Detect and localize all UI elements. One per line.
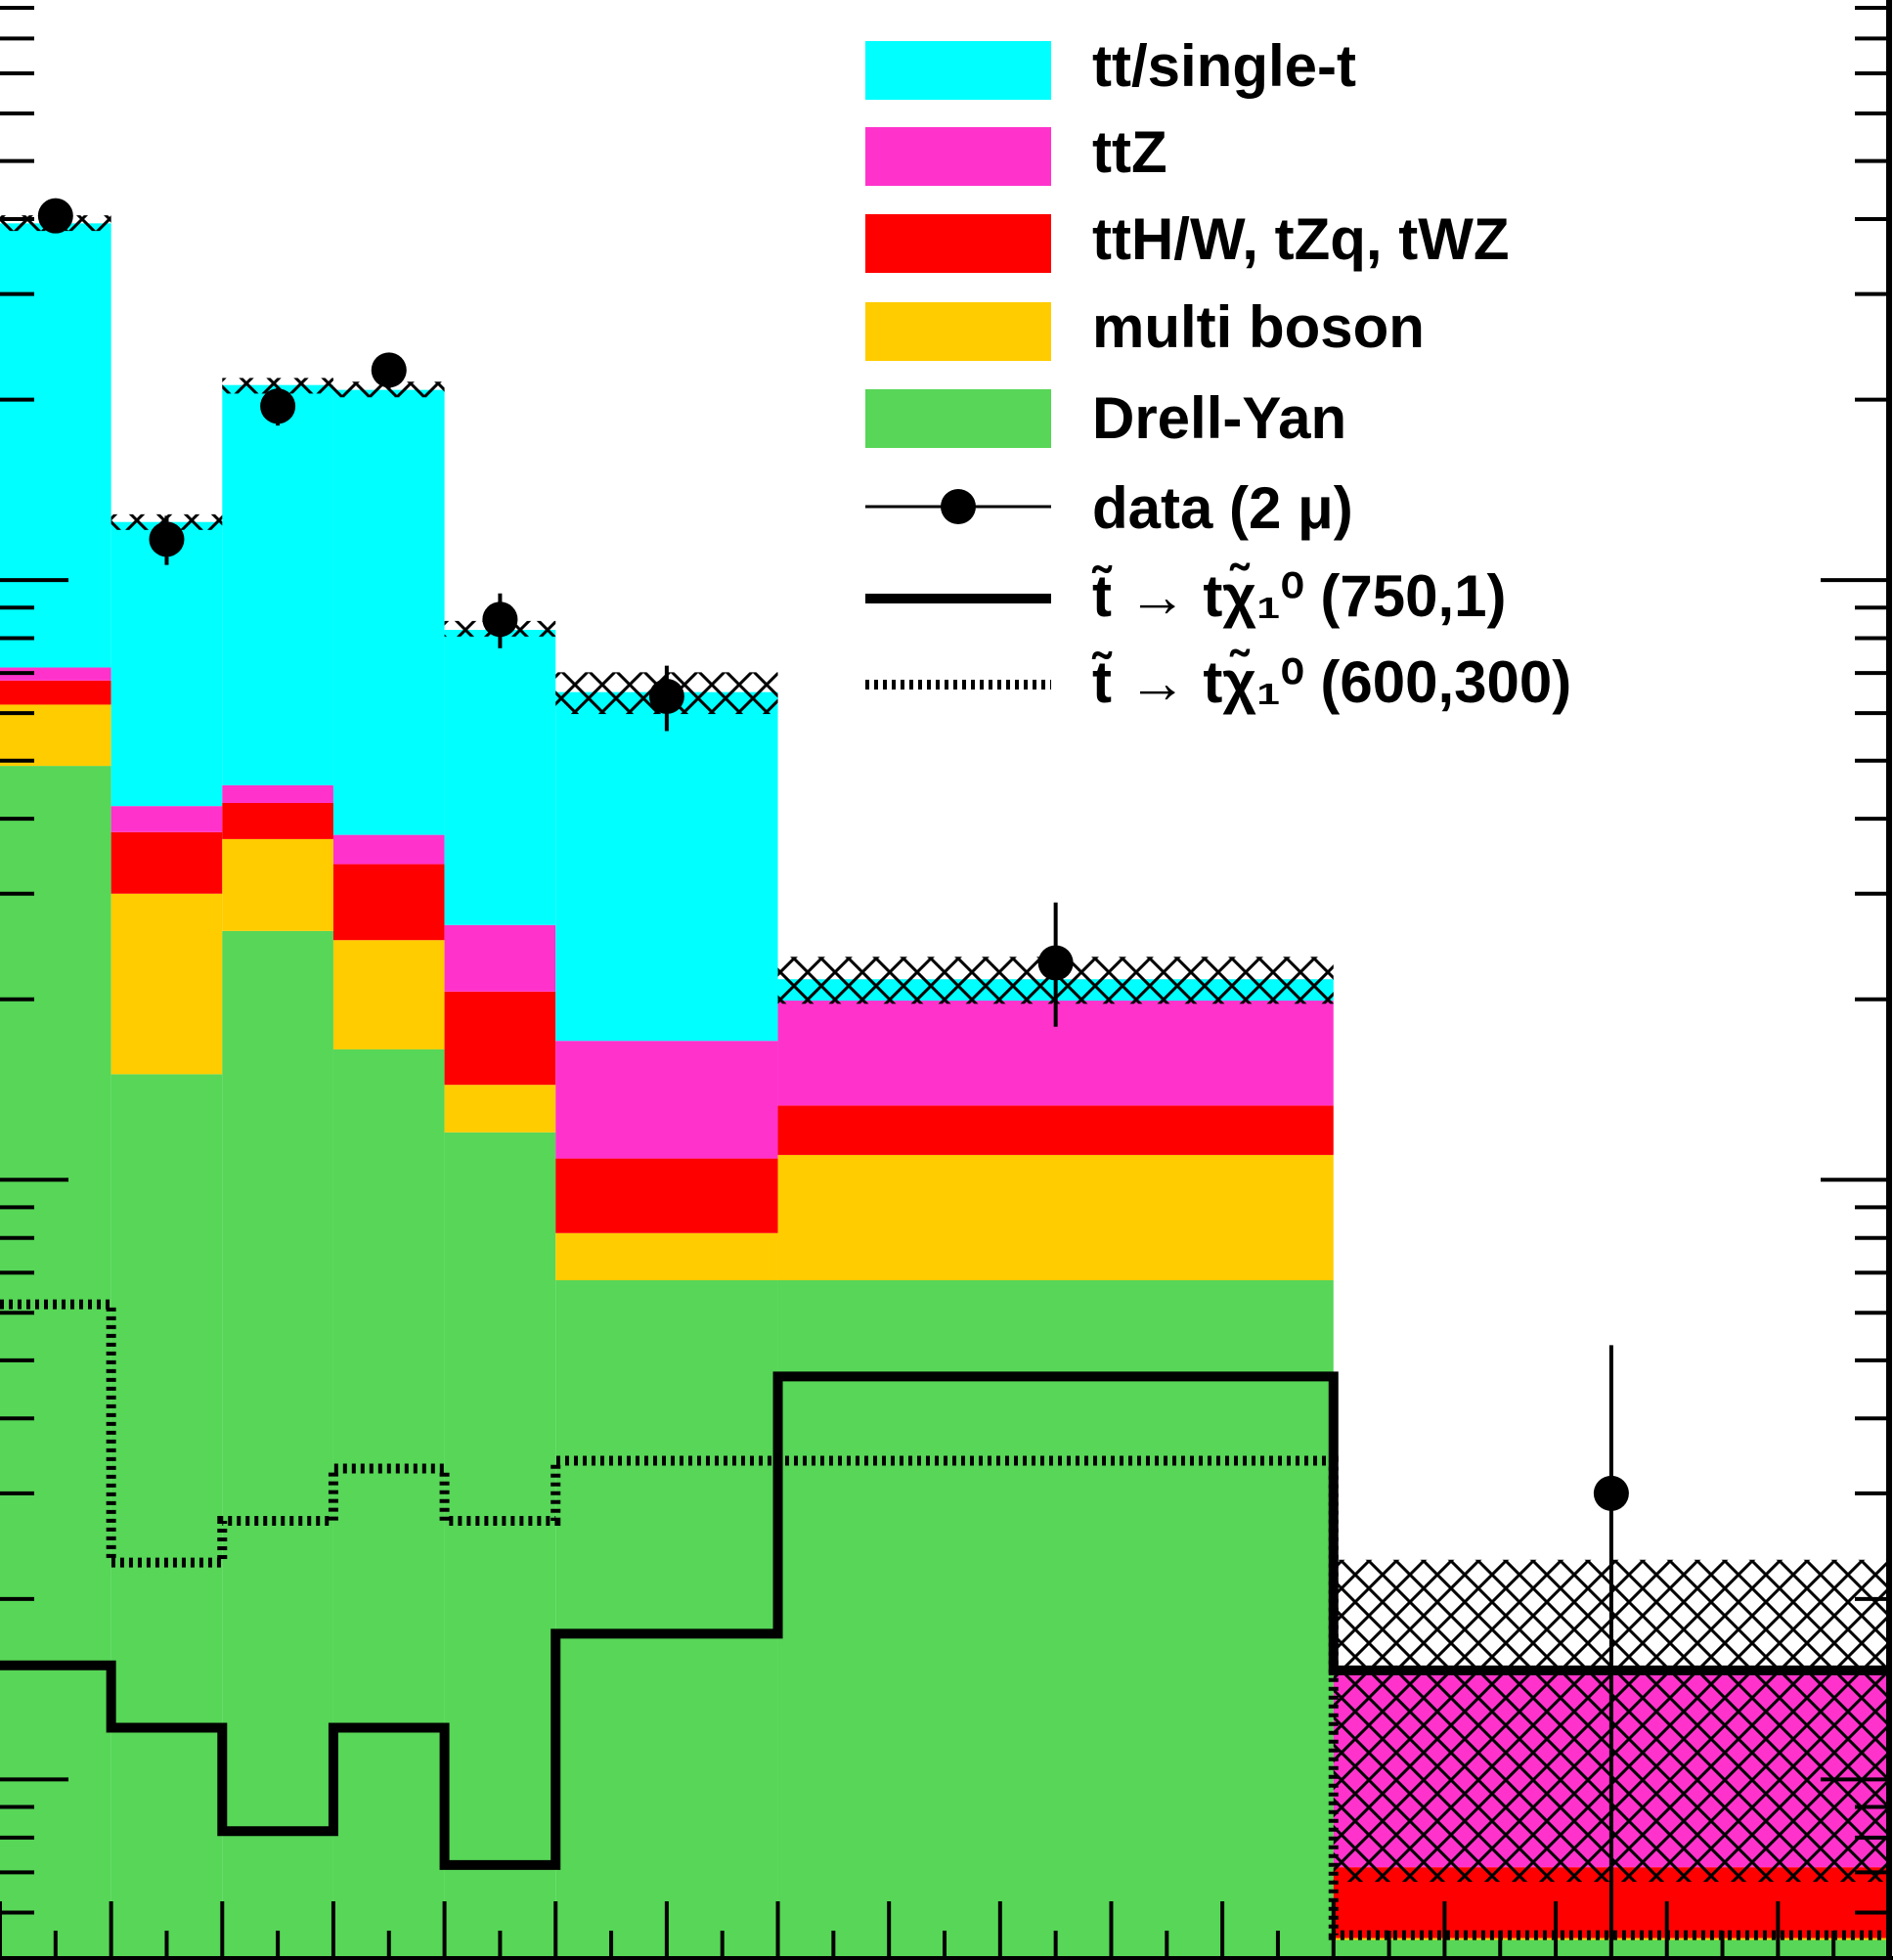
legend-label-multiboson: multi boson bbox=[1092, 294, 1425, 360]
legend-label-signal-750: t̃ → tχ̃₁⁰ (750,1) bbox=[1091, 563, 1507, 629]
bar-0-bin-2 bbox=[222, 930, 333, 1960]
legend-label-ttbar: tt/single-t bbox=[1092, 33, 1356, 99]
bar-0-bin-3 bbox=[332, 1048, 445, 1960]
bar-1-bin-3 bbox=[332, 940, 445, 1049]
bar-4-bin-1 bbox=[110, 521, 223, 807]
legend-entry-signal-750: t̃ → tχ̃₁⁰ (750,1) bbox=[865, 563, 1507, 629]
bar-4-bin-3 bbox=[332, 389, 445, 835]
data-layer bbox=[37, 198, 1629, 1960]
data-point-bin-1 bbox=[149, 521, 185, 557]
legend-label-drellyan: Drell-Yan bbox=[1092, 385, 1346, 451]
bar-0-bin-0 bbox=[0, 766, 111, 1960]
legend-label-tth: ttH/W, tZq, tWZ bbox=[1092, 206, 1510, 272]
data-point-bin-3 bbox=[371, 352, 407, 388]
uncertainty-band-bin-2 bbox=[222, 378, 333, 394]
legend-entry-multiboson: multi boson bbox=[865, 294, 1425, 361]
bar-1-bin-1 bbox=[110, 893, 223, 1075]
legend-entry-ttz: ttZ bbox=[865, 119, 1167, 186]
legend: tt/single-t ttZ ttH/W, tZq, tWZ multi bo… bbox=[865, 33, 1571, 715]
data-point-bin-0 bbox=[37, 198, 73, 234]
bar-3-bin-4 bbox=[444, 924, 556, 992]
data-point-bin-7 bbox=[1593, 1475, 1629, 1511]
bar-4-bin-2 bbox=[222, 384, 333, 785]
bar-2-bin-1 bbox=[110, 831, 223, 894]
legend-data-marker bbox=[941, 489, 976, 524]
bar-3-bin-0 bbox=[0, 667, 111, 681]
bar-1-bin-4 bbox=[444, 1085, 556, 1133]
legend-swatch-multiboson bbox=[865, 302, 1051, 361]
data-point-bin-6 bbox=[1037, 945, 1074, 981]
bar-3-bin-2 bbox=[222, 784, 333, 803]
bar-0-bin-6 bbox=[777, 1279, 1334, 1960]
bar-2-bin-2 bbox=[222, 802, 333, 839]
legend-entry-tth: ttH/W, tZq, tWZ bbox=[865, 206, 1510, 273]
legend-entry-data: data (2 μ) bbox=[865, 475, 1353, 541]
legend-swatch-drellyan bbox=[865, 389, 1051, 448]
legend-label-data: data (2 μ) bbox=[1092, 475, 1353, 541]
legend-label-signal-600: t̃ → tχ̃₁⁰ (600,300) bbox=[1091, 649, 1571, 715]
signal-layer bbox=[0, 1299, 1889, 1940]
bar-1-bin-2 bbox=[222, 838, 333, 931]
bar-3-bin-5 bbox=[555, 1041, 778, 1159]
data-point-bin-5 bbox=[648, 678, 684, 714]
legend-swatch-ttz bbox=[865, 127, 1051, 186]
bar-3-bin-3 bbox=[332, 834, 445, 865]
legend-entry-signal-600: t̃ → tχ̃₁⁰ (600,300) bbox=[865, 649, 1571, 715]
legend-label-ttz: ttZ bbox=[1092, 119, 1167, 185]
data-point-bin-2 bbox=[260, 388, 296, 424]
legend-entry-drellyan: Drell-Yan bbox=[865, 385, 1346, 451]
uncertainty-band-bin-3 bbox=[332, 381, 445, 398]
signal-line-0 bbox=[0, 1371, 1889, 1870]
bar-2-bin-4 bbox=[444, 991, 556, 1086]
bar-4-bin-4 bbox=[444, 630, 556, 925]
bar-1-bin-5 bbox=[555, 1232, 778, 1280]
bar-0-bin-5 bbox=[555, 1279, 778, 1960]
bar-0-bin-1 bbox=[110, 1074, 223, 1960]
signal-line-1 bbox=[0, 1299, 1889, 1940]
bar-4-bin-0 bbox=[0, 223, 111, 668]
bar-2-bin-0 bbox=[0, 680, 111, 705]
legend-swatch-tth bbox=[865, 214, 1051, 273]
bar-2-bin-5 bbox=[555, 1158, 778, 1233]
bar-2-bin-3 bbox=[332, 864, 445, 941]
bar-0-bin-4 bbox=[444, 1132, 556, 1960]
legend-swatch-ttbar bbox=[865, 41, 1051, 100]
data-point-bin-4 bbox=[482, 601, 518, 638]
bar-2-bin-6 bbox=[777, 1105, 1334, 1155]
bar-1-bin-6 bbox=[777, 1154, 1334, 1280]
legend-entry-ttbar: tt/single-t bbox=[865, 33, 1356, 100]
bar-3-bin-1 bbox=[110, 806, 223, 832]
bar-4-bin-5 bbox=[555, 691, 778, 1042]
